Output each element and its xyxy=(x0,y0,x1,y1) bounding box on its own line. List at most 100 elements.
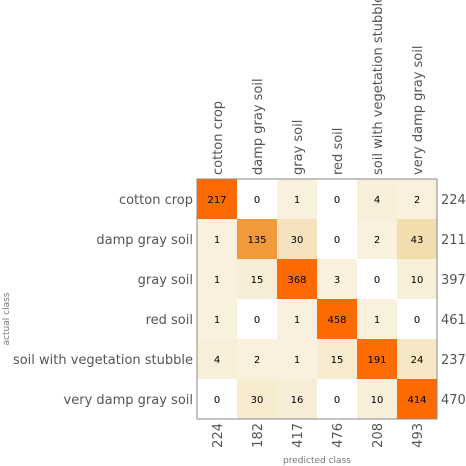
cell-value: 0 xyxy=(334,235,340,246)
matrix-cell xyxy=(317,299,357,339)
cell-value: 191 xyxy=(367,355,386,366)
x-axis-title: predicted class xyxy=(283,456,351,466)
column-label: very damp gray soil xyxy=(411,46,426,175)
matrix-cells: 217 0 1 0 4 21 135 30 0 2 431 15 368 3 0 101 0 1 458 1 04 2 1 1… xyxy=(197,179,437,419)
matrix-cell xyxy=(357,339,397,379)
matrix-cell xyxy=(277,339,317,379)
row-label: very damp gray soil xyxy=(64,393,193,408)
column-label: gray soil xyxy=(291,120,306,175)
matrix-cell xyxy=(317,259,357,299)
matrix-cell xyxy=(237,179,277,219)
column-label: red soil xyxy=(331,128,346,175)
matrix-cell xyxy=(277,219,317,259)
matrix-cell xyxy=(397,219,437,259)
cell-value: 30 xyxy=(291,235,304,246)
matrix-cell xyxy=(397,339,437,379)
cell-value: 3 xyxy=(334,275,340,286)
cell-value: 1 xyxy=(294,195,300,206)
column-labels: cotton crop damp gray soil gray soil red so… xyxy=(211,0,426,175)
cell-value: 414 xyxy=(407,395,426,406)
row-label: gray soil xyxy=(138,273,193,288)
matrix-cell xyxy=(197,339,237,379)
column-total: 182 xyxy=(251,423,266,448)
row-total: 237 xyxy=(441,353,466,368)
cell-value: 1 xyxy=(214,315,220,326)
cell-value: 458 xyxy=(327,315,346,326)
cell-value: 0 xyxy=(254,195,260,206)
cell-value: 15 xyxy=(251,275,264,286)
matrix-cell xyxy=(277,299,317,339)
row-total: 224 xyxy=(441,193,466,208)
matrix-cell xyxy=(277,379,317,419)
column-total: 208 xyxy=(371,423,386,448)
y-axis-title: actual class xyxy=(2,292,12,345)
cell-value: 4 xyxy=(214,355,220,366)
matrix-cell xyxy=(237,379,277,419)
matrix-cell xyxy=(197,379,237,419)
cell-value: 0 xyxy=(214,395,220,406)
matrix-cell xyxy=(197,259,237,299)
row-total: 470 xyxy=(441,393,466,408)
row-label: red soil xyxy=(146,313,193,328)
matrix-cell xyxy=(197,219,237,259)
matrix-cell xyxy=(397,179,437,219)
cell-value: 0 xyxy=(374,275,380,286)
cell-value: 4 xyxy=(374,195,380,206)
cell-value: 0 xyxy=(414,315,420,326)
matrix-cell xyxy=(277,179,317,219)
cell-value: 30 xyxy=(251,395,264,406)
row-label: damp gray soil xyxy=(96,233,193,248)
cell-value: 2 xyxy=(374,235,380,246)
row-total: 211 xyxy=(441,233,466,248)
matrix-cell xyxy=(397,379,437,419)
row-total: 397 xyxy=(441,273,466,288)
cell-value: 43 xyxy=(411,235,424,246)
matrix-cell xyxy=(237,259,277,299)
matrix-cell xyxy=(357,299,397,339)
matrix-cell xyxy=(237,219,277,259)
column-label: soil with vegetation stubble xyxy=(371,0,386,175)
cell-value: 10 xyxy=(371,395,384,406)
cell-value: 217 xyxy=(207,195,226,206)
matrix-cell xyxy=(357,259,397,299)
column-label: cotton crop xyxy=(211,101,226,175)
cell-value: 16 xyxy=(291,395,304,406)
matrix-cell xyxy=(317,339,357,379)
cell-value: 0 xyxy=(254,315,260,326)
cell-value: 2 xyxy=(254,355,260,366)
cell-value: 24 xyxy=(411,355,424,366)
matrix-cell xyxy=(397,299,437,339)
matrix-cell xyxy=(317,379,357,419)
cell-value: 1 xyxy=(294,355,300,366)
matrix-cell xyxy=(357,179,397,219)
column-label: damp gray soil xyxy=(251,78,266,175)
matrix-cell xyxy=(237,299,277,339)
matrix-cell xyxy=(197,179,237,219)
column-totals: 224 182 417 476 208 493 xyxy=(211,423,426,448)
cell-value: 10 xyxy=(411,275,424,286)
cell-value: 1 xyxy=(374,315,380,326)
matrix-cell xyxy=(317,179,357,219)
matrix-cell xyxy=(197,299,237,339)
cell-value: 368 xyxy=(287,275,306,286)
row-labels: cotton crop damp gray soil gray soil red so… xyxy=(13,193,193,408)
column-total: 417 xyxy=(291,423,306,448)
matrix-cell xyxy=(237,339,277,379)
cell-value: 1 xyxy=(214,275,220,286)
matrix-cell xyxy=(357,219,397,259)
cell-value: 1 xyxy=(294,315,300,326)
matrix-frame xyxy=(196,178,438,420)
matrix-cell xyxy=(317,219,357,259)
matrix-cell xyxy=(397,259,437,299)
column-total: 476 xyxy=(331,423,346,448)
cell-value: 0 xyxy=(334,395,340,406)
column-total: 493 xyxy=(411,423,426,448)
row-label: cotton crop xyxy=(119,193,193,208)
matrix-cell xyxy=(277,259,317,299)
cell-value: 0 xyxy=(334,195,340,206)
cell-value: 135 xyxy=(247,235,266,246)
row-label: soil with vegetation stubble xyxy=(13,353,193,368)
row-total: 461 xyxy=(441,313,466,328)
cell-value: 1 xyxy=(214,235,220,246)
